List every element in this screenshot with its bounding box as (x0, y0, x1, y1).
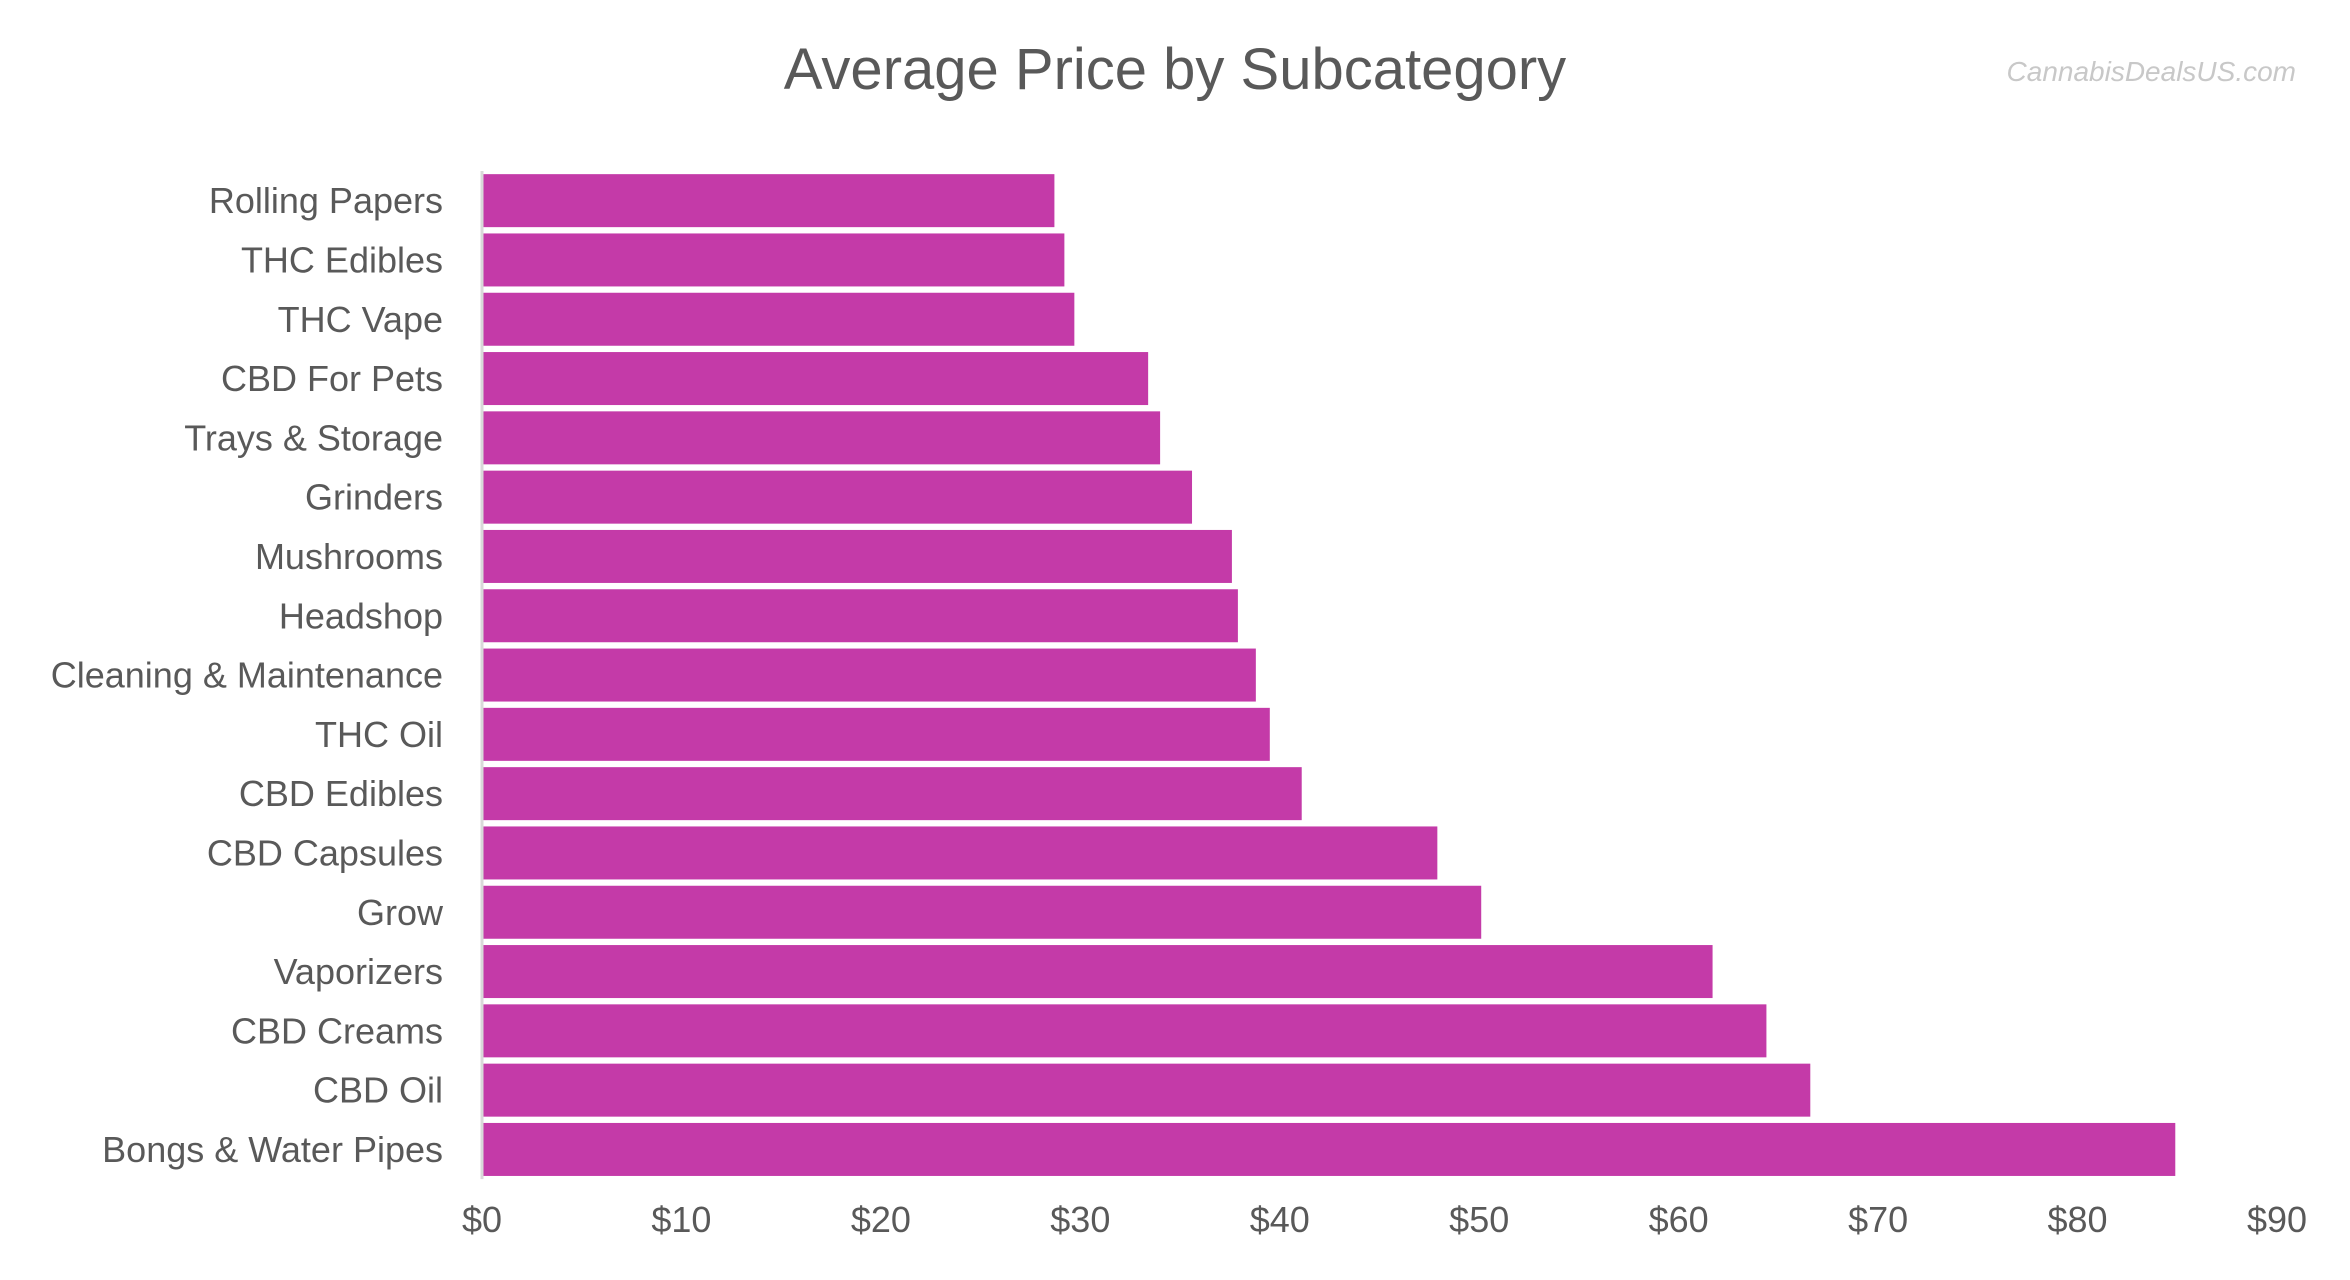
category-label-5: Grinders (305, 477, 443, 518)
bar-6 (482, 529, 1232, 583)
category-label-11: CBD Capsules (207, 832, 443, 873)
x-tick-label-6: $60 (1649, 1199, 1709, 1240)
bar-1 (482, 233, 1065, 287)
x-tick-label-1: $10 (651, 1199, 711, 1240)
bar-8 (482, 648, 1256, 702)
x-tick-label-3: $30 (1050, 1199, 1110, 1240)
category-label-8: Cleaning & Maintenance (51, 655, 443, 696)
x-tick-label-7: $70 (1848, 1199, 1908, 1240)
x-tick-label-4: $40 (1250, 1199, 1310, 1240)
category-label-12: Grow (357, 892, 444, 933)
category-label-0: Rolling Papers (209, 180, 443, 221)
x-tick-label-8: $80 (2048, 1199, 2108, 1240)
bar-9 (482, 707, 1270, 761)
category-label-3: CBD For Pets (221, 358, 443, 399)
category-label-16: Bongs & Water Pipes (102, 1129, 443, 1170)
category-label-6: Mushrooms (255, 536, 443, 577)
category-label-14: CBD Creams (231, 1010, 443, 1051)
category-label-1: THC Edibles (241, 239, 443, 280)
category-label-9: THC Oil (315, 714, 443, 755)
x-tick-label-9: $90 (2247, 1199, 2307, 1240)
bar-16 (482, 1122, 2176, 1176)
bar-5 (482, 470, 1193, 524)
category-label-4: Trays & Storage (184, 417, 443, 458)
category-labels: Rolling Papers THC Edibles THC Vape CBD For… (51, 180, 444, 1170)
x-tick-label-0: $0 (462, 1199, 502, 1240)
x-axis-ticks: $0 $10 $20 $30 $40 $50 $60 $70 $80 $90 (462, 1199, 2307, 1240)
bar-4 (482, 411, 1161, 465)
bar-0 (482, 174, 1055, 228)
bar-3 (482, 352, 1149, 406)
bar-11 (482, 826, 1438, 880)
category-label-2: THC Vape (278, 299, 443, 340)
category-label-7: Headshop (279, 595, 443, 636)
bars-layer (482, 174, 2176, 1176)
x-tick-label-2: $20 (851, 1199, 911, 1240)
chart-title: Average Price by Subcategory (783, 37, 1567, 102)
category-label-15: CBD Oil (313, 1070, 443, 1111)
bar-14 (482, 1004, 1767, 1058)
category-label-10: CBD Edibles (239, 773, 443, 814)
category-label-13: Vaporizers (274, 951, 443, 992)
bar-7 (482, 589, 1238, 643)
bar-2 (482, 292, 1075, 346)
bar-13 (482, 945, 1713, 999)
x-tick-label-5: $50 (1449, 1199, 1509, 1240)
watermark-text: CannabisDealsUS.com (2006, 56, 2296, 87)
bar-15 (482, 1063, 1811, 1117)
bar-10 (482, 767, 1302, 821)
bar-12 (482, 885, 1482, 939)
